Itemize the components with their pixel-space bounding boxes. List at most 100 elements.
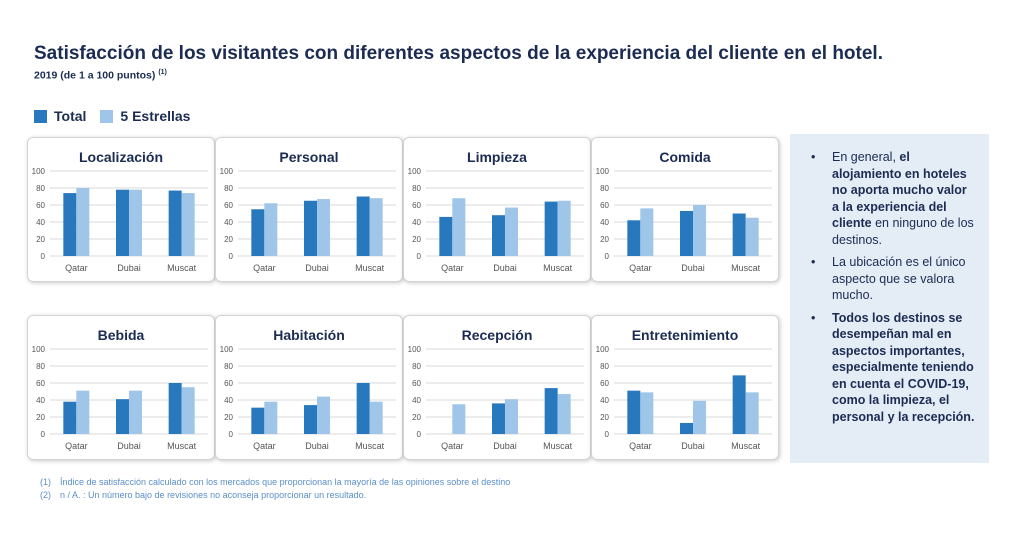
y-tick-label: 100 <box>220 345 234 354</box>
x-tick-label: Dubai <box>305 441 329 451</box>
chart-comida: 0 20 40 60 80 100 Qatar Dubai Muscat <box>596 167 772 273</box>
y-tick-label: 100 <box>596 345 610 354</box>
y-tick-label: 80 <box>600 184 609 193</box>
y-tick-label: 20 <box>36 413 45 422</box>
x-tick-label: Dubai <box>305 263 329 273</box>
chart-limpieza: 0 20 40 60 80 100 Qatar Dubai Muscat <box>408 167 584 273</box>
bar-total <box>439 216 453 256</box>
bar-5-estrellas <box>129 189 142 256</box>
bar-5-estrellas <box>129 390 142 434</box>
bar-5-estrellas <box>452 198 466 256</box>
y-tick-label: 60 <box>36 379 45 388</box>
y-tick-label: 80 <box>600 362 609 371</box>
chart-title: Bebida <box>97 327 145 343</box>
y-tick-label: 80 <box>412 184 421 193</box>
y-tick-label: 0 <box>41 252 46 261</box>
x-tick-label: Muscat <box>355 263 385 273</box>
bar-total <box>304 200 317 256</box>
bar-5-estrellas <box>745 392 759 434</box>
y-tick-label: 40 <box>600 396 609 405</box>
bar-total <box>63 401 77 434</box>
chart-legend: Total 5 Estrellas <box>34 108 204 124</box>
bar-5-estrellas <box>452 404 466 434</box>
chart-title: Localización <box>78 149 164 165</box>
chart-entretenimiento: 0 20 40 60 80 100 Qatar Dubai Muscat <box>596 345 772 451</box>
y-tick-label: 0 <box>229 252 234 261</box>
chart-title: Personal <box>279 149 339 165</box>
bar-total <box>732 213 746 256</box>
legend-label-5-estrellas: 5 Estrellas <box>120 108 191 124</box>
chart-recepcion: 0 20 40 60 80 100 Qatar Dubai Muscat <box>408 345 584 451</box>
key-finding-text: en ninguno de los destinos. <box>832 216 974 247</box>
footnote-2: (2) n / A. : Un número bajo de revisiones… <box>40 489 510 502</box>
bullet-icon: • <box>811 150 816 164</box>
x-tick-label: Qatar <box>65 441 88 451</box>
chart-panel-habitacion: Habitación 0 20 40 60 80 100 Qatar Dubai Muscat <box>215 315 403 460</box>
x-tick-label: Dubai <box>681 441 705 451</box>
key-finding-text: Todos los destinos se desempeñan mal en … <box>832 310 975 424</box>
bar-total <box>116 189 129 256</box>
bar-total <box>116 399 129 434</box>
legend-item-5-estrellas: 5 Estrellas <box>100 108 190 124</box>
y-tick-label: 0 <box>417 252 422 261</box>
y-tick-label: 60 <box>224 379 233 388</box>
bar-total <box>627 390 641 434</box>
y-tick-label: 80 <box>36 184 45 193</box>
footnotes: (1) Índice de satisfacción calculado con … <box>40 476 510 502</box>
bar-total <box>356 196 370 256</box>
footnote-text: Índice de satisfacción calculado con los… <box>60 477 511 487</box>
bar-5-estrellas <box>745 217 759 256</box>
footnote-number: (1) <box>40 477 51 487</box>
x-tick-label: Qatar <box>629 441 652 451</box>
x-tick-label: Dubai <box>681 263 705 273</box>
footnote-number: (2) <box>40 490 51 500</box>
chart-personal: 0 20 40 60 80 100 Qatar Dubai Muscat <box>220 167 396 273</box>
key-finding-text: La ubicación es el único aspecto que se … <box>832 255 966 302</box>
page-title: Satisfacción de los visitantes con difer… <box>34 43 883 64</box>
bar-total <box>168 383 182 434</box>
chart-title: Habitación <box>273 327 345 343</box>
bar-total <box>356 383 370 434</box>
bar-total <box>492 403 505 434</box>
key-findings-list: • En general, el alojamiento en hoteles n… <box>790 134 989 425</box>
y-tick-label: 100 <box>220 167 234 176</box>
bullet-icon: • <box>811 255 816 269</box>
y-tick-label: 40 <box>412 218 421 227</box>
y-tick-label: 20 <box>600 413 609 422</box>
y-tick-label: 100 <box>596 167 610 176</box>
subtitle-footnote-ref: (1) <box>158 69 167 76</box>
x-tick-label: Dubai <box>117 263 141 273</box>
page-subtitle: 2019 (de 1 a 100 puntos) (1) <box>34 69 167 82</box>
x-tick-label: Dubai <box>493 441 517 451</box>
x-tick-label: Dubai <box>493 263 517 273</box>
y-tick-label: 60 <box>600 201 609 210</box>
legend-swatch-5-estrellas <box>100 109 114 123</box>
x-tick-label: Qatar <box>253 263 276 273</box>
chart-title: Recepción <box>461 327 533 343</box>
x-tick-label: Muscat <box>355 441 385 451</box>
y-tick-label: 40 <box>36 218 45 227</box>
bar-5-estrellas <box>76 390 90 434</box>
y-tick-label: 0 <box>605 430 610 439</box>
chart-title: Comida <box>659 149 711 165</box>
y-tick-label: 60 <box>224 201 233 210</box>
bar-total <box>251 209 265 256</box>
key-finding-1: • En general, el alojamiento en hoteles n… <box>811 149 975 248</box>
y-tick-label: 80 <box>224 184 233 193</box>
bar-total <box>251 407 265 434</box>
bar-total <box>63 193 77 256</box>
subtitle-text: 2019 (de 1 a 100 puntos) <box>34 69 156 82</box>
bar-5-estrellas <box>317 199 330 256</box>
bar-5-estrellas <box>264 203 278 256</box>
x-tick-label: Dubai <box>117 441 141 451</box>
bar-5-estrellas <box>557 394 571 434</box>
y-tick-label: 60 <box>412 379 421 388</box>
y-tick-label: 20 <box>36 235 45 244</box>
chart-panel-entretenimiento: Entretenimiento 0 20 40 60 80 100 Qatar Dubai Mu… <box>591 315 779 460</box>
chart-bebida: 0 20 40 60 80 100 Qatar Dubai Muscat <box>32 345 208 451</box>
x-tick-label: Muscat <box>731 441 761 451</box>
x-tick-label: Qatar <box>441 441 464 451</box>
y-tick-label: 20 <box>412 235 421 244</box>
y-tick-label: 40 <box>600 218 609 227</box>
bar-5-estrellas <box>557 200 571 256</box>
